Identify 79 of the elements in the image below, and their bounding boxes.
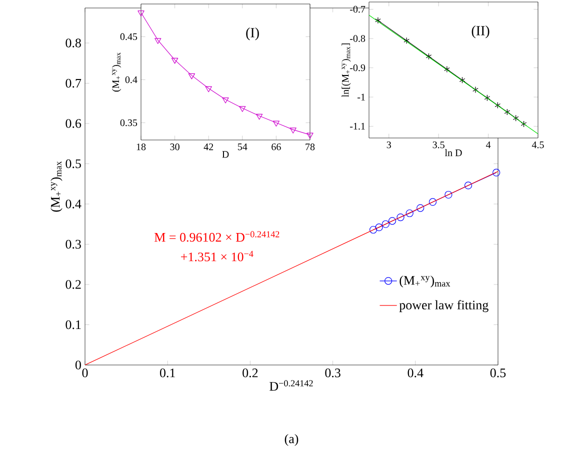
point	[444, 190, 452, 199]
y-tick-label: 0.4	[125, 76, 138, 84]
x-tick-label: 4	[486, 142, 491, 148]
point	[426, 53, 432, 60]
y-tick-label: 0.35	[120, 119, 138, 126]
y-tick-label: 0.3	[66, 240, 81, 249]
x-tick-label: 0.5	[490, 368, 506, 378]
point	[375, 224, 383, 232]
y-tick-label: 0	[75, 360, 81, 370]
point	[154, 38, 162, 44]
point	[472, 86, 478, 94]
point	[375, 17, 381, 24]
point	[272, 120, 280, 127]
x-tick-label: 0.4	[408, 368, 424, 378]
x-tick-label: 0.2	[242, 368, 258, 378]
y-tick-label: -0.8	[350, 35, 366, 42]
x-tick-label: 54	[238, 144, 248, 150]
y-tick-label: -1.1	[350, 122, 365, 130]
point	[256, 114, 263, 120]
x-axis-title: ln D	[444, 149, 462, 156]
point	[512, 114, 519, 122]
point	[138, 10, 144, 16]
y-tick-label: -0.7	[350, 6, 366, 13]
x-tick-label: 3.5	[432, 142, 444, 148]
y-axis-title: (M$_{+}$$^{xy}$)$_{max}$	[50, 161, 62, 212]
point	[494, 102, 501, 109]
y-tick-label: 0.6	[66, 119, 82, 128]
point	[388, 217, 396, 225]
annotation: +1.351 × 10$^{−4}$	[181, 250, 254, 262]
point	[416, 204, 424, 212]
y-tick-label: 0.1	[66, 320, 81, 330]
x-tick-label: 0.1	[160, 368, 175, 378]
point	[459, 76, 466, 84]
x-tick-label: 0	[82, 368, 88, 378]
text: (a)	[284, 434, 298, 446]
y-axis-title: (M$_{+}$$^{xy}$)$_{max}$	[112, 52, 122, 92]
x-tick-label: 0.3	[325, 368, 340, 378]
point	[205, 86, 212, 92]
point	[464, 182, 472, 190]
point	[382, 220, 390, 228]
point	[444, 66, 450, 73]
point	[492, 168, 500, 176]
text: (II)	[472, 26, 490, 38]
point	[484, 94, 490, 102]
point	[406, 209, 414, 218]
y-axis-title: ln[(M$_{+}$$^{xy}$)$_{max}$]	[342, 43, 351, 98]
y-tick-label: 0.5	[66, 159, 81, 168]
x-tick-label: 18	[136, 144, 146, 150]
text: (I)	[246, 28, 259, 40]
y-tick-label: 0.8	[66, 38, 81, 48]
point	[188, 73, 196, 80]
point	[222, 97, 229, 104]
y-tick-label: 0.4	[66, 200, 82, 208]
point	[369, 226, 378, 234]
y-tick-label: 0.7	[66, 78, 82, 88]
point	[239, 106, 246, 112]
x-tick-label: 4.5	[532, 142, 544, 148]
x-axis-title: D$^{−0.24142}$	[270, 380, 313, 391]
point	[428, 198, 437, 206]
y-tick-label: 0.2	[66, 280, 81, 289]
point	[306, 132, 314, 139]
x-tick-label: 3	[386, 142, 391, 148]
x-tick-label: 42	[204, 144, 214, 150]
annotation: M = 0.96102 × D$^{−0.24142}$	[154, 231, 280, 242]
y-tick-label: -1	[358, 94, 365, 100]
point	[396, 213, 404, 222]
point	[404, 37, 410, 44]
point	[171, 58, 178, 64]
point	[504, 108, 510, 116]
x-tick-label: 66	[272, 144, 281, 150]
x-tick-label: 78	[306, 144, 315, 150]
point	[290, 128, 296, 134]
legend-label: (M$_{+}$$^{xy}$)$_{max}$	[400, 276, 450, 288]
y-tick-label: -0.9	[350, 64, 366, 72]
x-tick-label: 30	[170, 144, 180, 150]
x-axis-title: D	[222, 151, 229, 158]
legend-label: power law fitting	[399, 300, 488, 312]
y-tick-label: 0.45	[120, 33, 138, 40]
point	[520, 120, 527, 128]
